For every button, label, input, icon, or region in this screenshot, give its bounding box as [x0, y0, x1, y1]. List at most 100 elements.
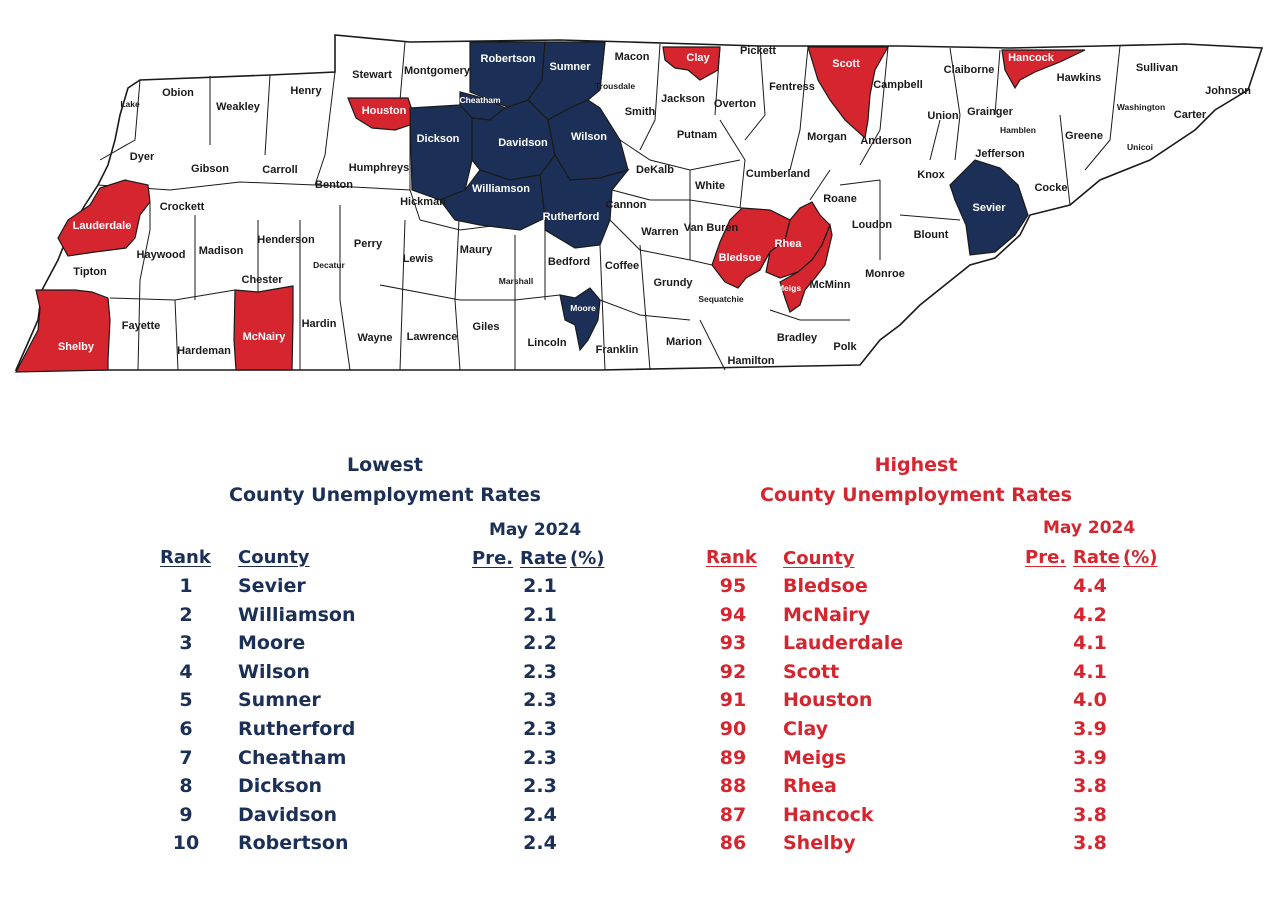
highest-county-cell: Hancock [783, 803, 874, 826]
county-label-scott: Scott [832, 58, 860, 70]
county-label-sumner: Sumner [550, 61, 592, 73]
highest-county-cell: Shelby [783, 832, 856, 855]
county-label-mcnairy: McNairy [243, 331, 287, 343]
highest-rank-cell: 92 [719, 660, 747, 683]
lowest-table-row: 9 Davidson 2.4 [150, 804, 630, 832]
county-label-sullivan: Sullivan [1136, 62, 1178, 74]
county-border [419, 219, 501, 231]
county-label-dekalb: DeKalb [636, 164, 674, 176]
county-border [599, 299, 691, 321]
county-label-warren: Warren [641, 226, 679, 238]
county-label-clay: Clay [686, 52, 710, 64]
county-label-rhea: Rhea [775, 238, 803, 250]
lowest-table-row: 6 Rutherford 2.3 [150, 718, 630, 746]
highest-county-cell: McNairy [783, 603, 871, 626]
county-label-knox: Knox [917, 169, 945, 181]
highest-rate-cell: 4.1 [1073, 660, 1107, 683]
lowest-rank-cell: 8 [179, 775, 193, 798]
lowest-county-cell: Cheatham [238, 746, 347, 769]
county-label-humphreys: Humphreys [349, 162, 410, 174]
county-border [399, 219, 406, 371]
lowest-county-cell: Rutherford [238, 718, 356, 740]
county-border [744, 45, 766, 141]
county-label-carter: Carter [1174, 109, 1207, 121]
highest-rank-cell: 93 [719, 632, 747, 655]
lowest-header-rate: Rate [520, 548, 567, 569]
county-label-grainger: Grainger [967, 106, 1014, 118]
county-border [339, 205, 351, 371]
lowest-table-row: 1 Sevier 2.1 [150, 575, 630, 603]
county-label-houston: Houston [362, 105, 407, 117]
county-label-sequatchie: Sequatchie [698, 294, 744, 304]
highest-rank-cell: 90 [719, 718, 747, 740]
highest-table-row: 92 Scott 4.1 [700, 661, 1180, 689]
highest-rank-cell: 86 [719, 832, 747, 855]
county-label-sevier: Sevier [972, 202, 1006, 214]
county-label-lawrence: Lawrence [407, 331, 458, 343]
lowest-rank-cell: 10 [172, 832, 200, 855]
county-border [994, 49, 1001, 116]
county-label-overton: Overton [714, 98, 756, 110]
county-border [1059, 114, 1071, 206]
county-dickson-shape [409, 104, 473, 201]
county-border [899, 214, 961, 221]
highest-table-row: 91 Houston 4.0 [700, 689, 1180, 717]
county-label-maury: Maury [460, 244, 493, 256]
lowest-table-row: 2 Williamson 2.1 [150, 604, 630, 632]
lowest-county-cell: Williamson [238, 603, 356, 626]
highest-header-pct: (%) [1123, 547, 1158, 568]
county-label-polk: Polk [833, 341, 857, 353]
county-label-hardeman: Hardeman [177, 345, 231, 357]
lowest-table-row: 7 Cheatham 2.3 [150, 747, 630, 775]
county-label-tipton: Tipton [73, 266, 107, 278]
highest-rate-cell: 3.9 [1073, 718, 1107, 740]
lowest-header-county: County [238, 547, 310, 568]
lowest-county-cell: Robertson [238, 832, 349, 855]
lowest-rate-cell: 2.3 [523, 660, 557, 683]
county-border [839, 179, 881, 186]
lowest-rate-cell: 2.2 [523, 632, 557, 655]
highest-table-row: 87 Hancock 3.8 [700, 804, 1180, 832]
lowest-rate-cell: 2.1 [523, 575, 557, 597]
county-hancock-shape [1001, 49, 1086, 90]
county-label-meigs: Meigs [777, 283, 801, 293]
lowest-rank-cell: 2 [179, 603, 193, 626]
lowest-table-row: 8 Dickson 2.3 [150, 775, 630, 803]
county-border [859, 46, 889, 166]
highest-rate-cell: 3.8 [1073, 775, 1107, 798]
county-label-jackson: Jackson [661, 93, 705, 105]
lowest-header-pre: Pre. [472, 548, 514, 569]
county-label-dickson: Dickson [417, 133, 460, 145]
county-border [314, 71, 336, 186]
highest-rank-cell: 95 [719, 575, 747, 597]
county-label-macon: Macon [615, 51, 650, 63]
lowest-table-row: 5 Sumner 2.3 [150, 689, 630, 717]
county-label-fayette: Fayette [122, 320, 161, 332]
county-label-pickett: Pickett [740, 45, 776, 57]
county-label-wilson: Wilson [571, 131, 607, 143]
county-border [1084, 45, 1121, 171]
county-label-roane: Roane [823, 193, 857, 205]
county-label-decatur: Decatur [313, 260, 345, 270]
county-label-giles: Giles [473, 321, 500, 333]
highest-title-line1: Highest [874, 454, 958, 476]
highest-period: May 2024 [1043, 518, 1136, 538]
county-border [699, 319, 726, 371]
county-label-dyer: Dyer [130, 151, 155, 163]
county-border [769, 309, 850, 321]
county-border [789, 46, 809, 171]
highest-rank-cell: 94 [719, 603, 747, 626]
county-rutherford-shape [539, 153, 630, 249]
lowest-rank-cell: 4 [179, 660, 193, 683]
highest-table-row: 88 Rhea 3.8 [700, 775, 1180, 803]
county-label-hamblen: Hamblen [1000, 125, 1036, 135]
county-label-hawkins: Hawkins [1057, 72, 1102, 84]
county-label-perry: Perry [354, 238, 383, 250]
county-label-madison: Madison [199, 245, 244, 257]
county-label-hamilton: Hamilton [727, 355, 774, 367]
county-label-lauderdale: Lauderdale [73, 220, 132, 232]
county-label-bedford: Bedford [548, 256, 590, 268]
highest-county-cell: Bledsoe [783, 575, 868, 597]
highest-rate-cell: 4.2 [1073, 603, 1107, 626]
county-border [929, 119, 941, 161]
